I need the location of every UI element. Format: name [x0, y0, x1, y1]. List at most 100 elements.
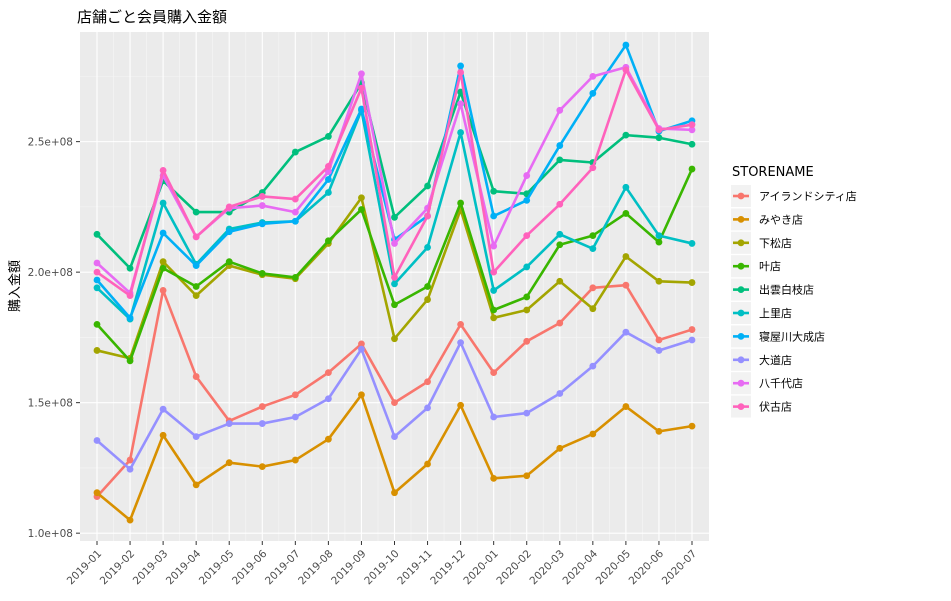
data-point	[457, 199, 465, 207]
data-point	[655, 336, 663, 344]
y-tick-label: 2.5e+08	[28, 137, 73, 149]
data-point	[655, 238, 663, 246]
data-point	[490, 212, 498, 220]
data-point	[159, 166, 167, 174]
data-point	[258, 193, 266, 200]
legend-label: アイランドシティ店	[759, 189, 857, 203]
x-tick-label: 2020-07	[660, 548, 700, 588]
data-point	[159, 199, 167, 207]
data-point	[159, 229, 167, 237]
x-tick-label: 2020-04	[561, 548, 601, 588]
data-point	[291, 195, 299, 203]
x-tick-label: 2020-06	[627, 548, 667, 588]
data-point	[291, 391, 299, 399]
x-tick-label: 2020-03	[527, 548, 567, 588]
x-tick-label: 2019-03	[131, 548, 171, 588]
data-point	[324, 189, 332, 196]
data-point	[589, 72, 597, 80]
data-point	[523, 409, 531, 417]
data-point	[192, 208, 200, 216]
data-point	[556, 106, 564, 114]
data-point	[556, 277, 564, 285]
x-tick-label: 2020-02	[494, 548, 534, 588]
legend-label: 伏古店	[759, 400, 792, 414]
data-point	[424, 378, 431, 386]
data-point	[556, 241, 564, 249]
data-point	[192, 433, 200, 440]
data-point	[126, 516, 134, 524]
data-point	[291, 413, 299, 421]
legend-item: アイランドシティ店	[731, 185, 857, 207]
data-point	[258, 220, 266, 228]
data-point	[126, 264, 134, 272]
data-point	[324, 369, 332, 377]
data-point	[258, 202, 266, 209]
series-group	[93, 328, 696, 473]
series-lines	[93, 41, 696, 524]
legend-item: 八千代店	[731, 372, 803, 395]
x-tick-label: 2019-10	[362, 548, 402, 588]
data-point	[192, 292, 200, 300]
data-point	[358, 206, 365, 213]
data-point	[358, 340, 365, 348]
data-point	[126, 314, 134, 322]
legend-label: 下松店	[759, 236, 792, 250]
data-point	[358, 194, 365, 202]
x-tick-label: 2019-12	[428, 548, 468, 588]
legend-point	[737, 403, 745, 410]
data-point	[589, 362, 597, 370]
data-point	[523, 232, 531, 240]
data-point	[655, 347, 663, 354]
data-point	[523, 337, 531, 345]
data-point	[391, 335, 398, 343]
legend-item: 叶店	[731, 255, 781, 278]
data-point	[93, 347, 101, 354]
data-point	[324, 435, 332, 443]
data-point	[457, 339, 465, 347]
data-point	[225, 203, 233, 211]
legend-point	[737, 379, 745, 387]
x-tick-label: 2020-05	[594, 548, 634, 588]
data-point	[391, 489, 398, 497]
series-group	[93, 391, 696, 524]
x-tick-label: 2019-01	[65, 548, 105, 588]
data-point	[688, 326, 696, 333]
data-point	[622, 328, 630, 336]
data-point	[688, 121, 696, 129]
data-point	[556, 444, 564, 452]
data-point	[391, 273, 398, 281]
legend-point	[737, 356, 745, 364]
data-point	[159, 287, 167, 294]
legend-label: 寝屋川大成店	[759, 329, 825, 343]
data-point	[523, 172, 531, 179]
legend-point	[737, 262, 745, 270]
data-point	[490, 242, 498, 250]
series-group	[93, 281, 696, 501]
data-point	[424, 243, 431, 251]
legend-item: 上里店	[731, 302, 792, 324]
data-point	[688, 126, 696, 134]
data-point	[225, 459, 233, 467]
x-tick-label: 2019-06	[230, 548, 270, 588]
data-point	[490, 413, 498, 421]
data-point	[622, 210, 630, 217]
data-point	[490, 306, 498, 314]
data-point	[93, 489, 101, 497]
data-point	[126, 357, 134, 365]
data-point	[192, 283, 200, 290]
data-point	[622, 183, 630, 191]
data-point	[358, 105, 365, 113]
data-point	[622, 41, 630, 49]
data-point	[291, 456, 299, 464]
data-point	[688, 279, 696, 286]
data-point	[93, 276, 101, 284]
data-point	[93, 230, 101, 238]
data-point	[688, 336, 696, 344]
series-group	[93, 165, 696, 365]
data-point	[258, 463, 266, 471]
data-point	[424, 296, 431, 303]
data-point	[457, 320, 465, 328]
data-point	[126, 292, 134, 300]
data-point	[589, 245, 597, 253]
